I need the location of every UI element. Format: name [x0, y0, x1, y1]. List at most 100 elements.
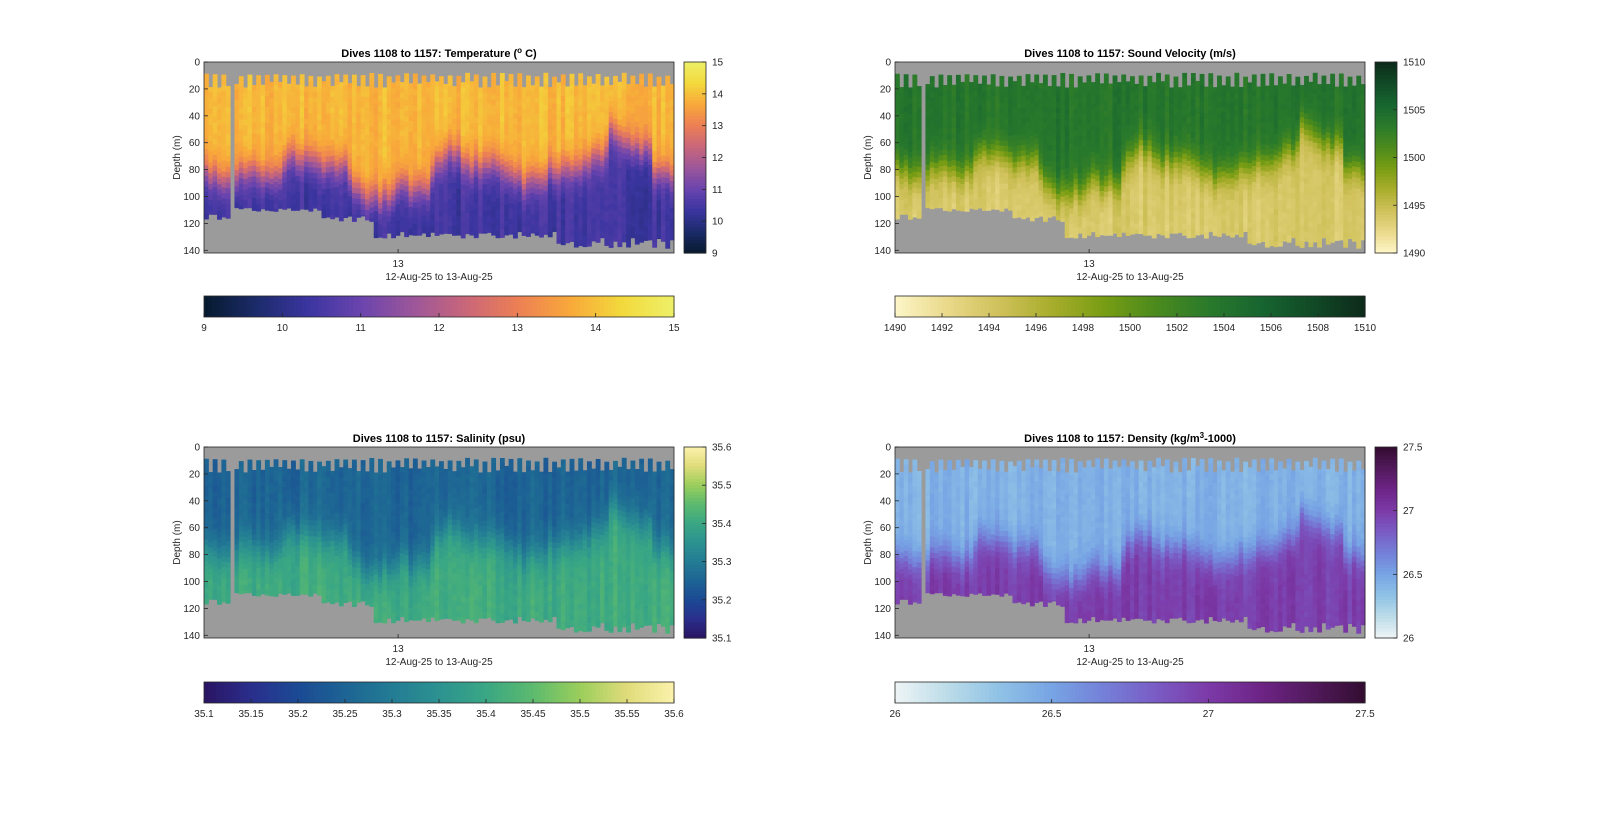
heatmap-cell: [995, 199, 1000, 206]
heatmap-cell: [964, 155, 970, 161]
heatmap-cell: [325, 172, 331, 179]
heatmap-cell: [369, 153, 375, 160]
heatmap-cell: [1051, 107, 1057, 114]
heatmap-cell: [639, 73, 645, 80]
heatmap-cell: [526, 102, 531, 109]
heatmap-cell: [286, 137, 292, 144]
heatmap-cell: [1012, 151, 1018, 158]
heatmap-cell: [1103, 95, 1109, 101]
heatmap-cell: [925, 159, 931, 166]
heatmap-cell: [960, 87, 966, 94]
heatmap-cell: [330, 123, 336, 130]
y-tick-label: 20: [189, 84, 201, 95]
heatmap-cell: [539, 86, 544, 93]
heatmap-cell: [1125, 129, 1131, 136]
heatmap-cell: [1047, 129, 1053, 135]
heatmap-cell: [999, 140, 1005, 147]
heatmap-cell: [999, 81, 1005, 88]
heatmap-cell: [452, 139, 457, 146]
heatmap-cell: [256, 80, 262, 87]
heatmap-cell: [238, 178, 244, 185]
heatmap-cell: [338, 141, 344, 148]
heatmap-cell: [560, 214, 566, 221]
heatmap-cell: [330, 182, 336, 189]
heatmap-cell: [499, 105, 505, 112]
heatmap-cell: [1134, 170, 1140, 176]
heatmap-cell: [465, 228, 470, 235]
heatmap-cell: [565, 242, 571, 244]
heatmap-cell: [504, 123, 510, 130]
heatmap-cell: [1086, 91, 1092, 98]
heatmap-cell: [586, 183, 592, 190]
heatmap-cell: [478, 152, 484, 158]
heatmap-cell: [217, 98, 222, 105]
heatmap-cell: [1086, 113, 1092, 119]
heatmap-cell: [552, 114, 557, 121]
heatmap-cell: [669, 197, 675, 203]
heatmap-cell: [964, 165, 970, 172]
colorbar-segment: [337, 296, 342, 317]
heatmap-cell: [304, 183, 309, 190]
colorbar-segment: [219, 296, 225, 317]
heatmap-cell: [204, 159, 209, 166]
heatmap-cell: [591, 110, 597, 117]
heatmap-cell: [1130, 162, 1135, 169]
heatmap-cell: [347, 93, 353, 100]
heatmap-cell: [256, 139, 262, 146]
heatmap-cell: [1003, 140, 1009, 147]
heatmap-cell: [334, 176, 340, 183]
heatmap-cell: [530, 144, 536, 151]
heatmap-cell: [460, 98, 466, 105]
heatmap-cell: [264, 182, 270, 189]
heatmap-cell: [295, 89, 301, 96]
heatmap-cell: [243, 87, 249, 94]
heatmap-cell: [247, 176, 253, 183]
heatmap-cell: [1077, 173, 1083, 180]
heatmap-cell: [986, 154, 992, 161]
heatmap-cell: [443, 159, 449, 166]
heatmap-cell: [526, 86, 531, 93]
colorbar-segment: [356, 296, 362, 317]
heatmap-cell: [1130, 221, 1135, 228]
heatmap-cell: [482, 189, 488, 196]
heatmap-cell: [630, 215, 636, 222]
heatmap-cell: [1060, 99, 1066, 106]
heatmap-cell: [947, 102, 953, 108]
heatmap-cell: [417, 83, 423, 90]
heatmap-cell: [360, 166, 366, 173]
heatmap-cell: [399, 216, 405, 223]
heatmap-cell: [1042, 209, 1048, 216]
heatmap-cell: [495, 139, 501, 146]
heatmap-cell: [634, 207, 640, 214]
heatmap-cell: [412, 197, 418, 204]
heatmap-cell: [1151, 119, 1157, 126]
heatmap-cell: [395, 166, 401, 173]
heatmap-cell: [317, 103, 322, 110]
heatmap-cell: [447, 199, 453, 206]
heatmap-cell: [395, 91, 401, 98]
heatmap-cell: [469, 199, 475, 206]
heatmap-cell: [1021, 155, 1027, 162]
heatmap-cell: [982, 102, 987, 109]
heatmap-cell: [456, 215, 462, 222]
heatmap-cell: [421, 204, 427, 211]
heatmap-cell: [665, 107, 671, 114]
heatmap-cell: [321, 151, 327, 158]
heatmap-cell: [999, 75, 1005, 82]
heatmap-cell: [473, 176, 479, 183]
heatmap-cell: [604, 205, 610, 212]
heatmap-cell: [1077, 87, 1083, 93]
colorbar-tick-label: 15: [668, 323, 680, 334]
heatmap-cell: [1016, 183, 1022, 190]
heatmap-cell: [1143, 199, 1148, 205]
heatmap-cell: [534, 108, 540, 115]
heatmap-cell: [356, 134, 362, 141]
heatmap-cell: [404, 191, 410, 198]
heatmap-cell: [256, 118, 262, 125]
heatmap-cell: [338, 125, 344, 132]
heatmap-cell: [386, 135, 392, 142]
heatmap-cell: [1095, 229, 1101, 236]
heatmap-cell: [955, 177, 961, 183]
heatmap-cell: [1134, 218, 1140, 225]
heatmap-cell: [256, 198, 262, 205]
